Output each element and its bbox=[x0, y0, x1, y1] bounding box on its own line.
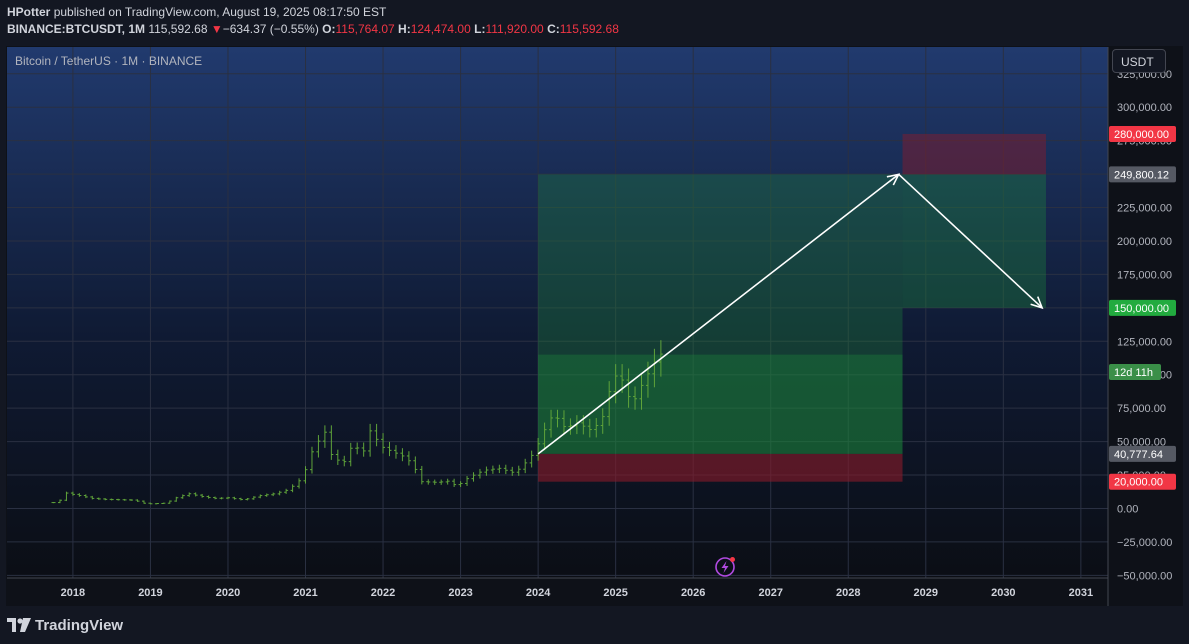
chart-title: Bitcoin / TetherUS · 1M · BINANCE bbox=[15, 54, 203, 68]
tradingview-brand[interactable]: TradingView bbox=[7, 617, 123, 634]
take-profit-zone-inner bbox=[538, 354, 903, 454]
price-chart[interactable]: 325,000.00300,000.00275,000.00250,000.00… bbox=[0, 0, 1189, 606]
x-tick-label: 2018 bbox=[61, 587, 85, 599]
symbol-label: BINANCE:BTCUSDT, 1M bbox=[7, 22, 145, 36]
price-label-box bbox=[1109, 125, 1176, 142]
price-label-box bbox=[1109, 166, 1176, 183]
footer bbox=[0, 606, 1189, 644]
y-tick-label: 0.00 bbox=[1117, 503, 1138, 515]
y-tick-label: 175,000.00 bbox=[1117, 269, 1172, 281]
tradingview-logo-icon bbox=[7, 618, 31, 632]
x-tick-label: 2026 bbox=[681, 587, 705, 599]
price-label: 280,000.00 bbox=[1114, 129, 1169, 141]
high-label: H: bbox=[398, 22, 411, 36]
arrow-head-icon bbox=[1030, 296, 1044, 310]
x-tick-label: 2025 bbox=[603, 587, 627, 599]
brand-name: TradingView bbox=[35, 617, 124, 634]
price-label: 249,800.12 bbox=[1114, 169, 1169, 181]
price-label: 12d 11h bbox=[1114, 367, 1153, 379]
stop-loss-zone bbox=[902, 133, 1046, 175]
y-tick-label: 125,000.00 bbox=[1117, 336, 1172, 348]
high-value: 124,474.00 bbox=[410, 22, 471, 36]
last-price: 115,592.68 bbox=[148, 22, 208, 36]
projection-arrow bbox=[898, 173, 1043, 309]
price-change: −634.37 (−0.55%) bbox=[222, 22, 319, 36]
price-label: 150,000.00 bbox=[1114, 303, 1169, 315]
plot-background bbox=[7, 47, 1108, 578]
publisher-name[interactable]: HPotter bbox=[7, 5, 51, 19]
lightning-bolt-icon[interactable] bbox=[714, 556, 736, 578]
y-tick-label: 50,000.00 bbox=[1117, 437, 1166, 449]
price-label-box bbox=[1109, 473, 1176, 490]
candle-series bbox=[51, 340, 663, 505]
open-value: 115,764.07 bbox=[335, 22, 395, 36]
stop-loss-zone bbox=[538, 453, 903, 482]
x-tick-label: 2019 bbox=[138, 587, 162, 599]
projection-arrow bbox=[537, 173, 900, 455]
price-label: 20,000.00 bbox=[1114, 477, 1163, 489]
y-tick-label: 225,000.00 bbox=[1117, 203, 1172, 215]
low-value: 111,920.00 bbox=[485, 22, 544, 36]
price-label-box bbox=[1109, 299, 1176, 316]
price-label: 40,777.64 bbox=[1114, 449, 1163, 461]
x-tick-label: 2028 bbox=[836, 587, 860, 599]
price-label-box bbox=[1109, 445, 1176, 462]
open-label: O: bbox=[322, 22, 336, 36]
x-tick-label: 2027 bbox=[758, 587, 782, 599]
x-tick-label: 2022 bbox=[371, 587, 395, 599]
x-tick-label: 2020 bbox=[216, 587, 240, 599]
publisher-line: HPotter published on TradingView.com, Au… bbox=[7, 5, 386, 19]
y-tick-label: −25,000.00 bbox=[1117, 537, 1172, 549]
chart-header: HPotter published on TradingView.com, Au… bbox=[0, 0, 1189, 44]
published-text: published on TradingView.com, August 19,… bbox=[53, 5, 387, 19]
y-tick-label: 75,000.00 bbox=[1117, 403, 1166, 415]
close-label: C: bbox=[547, 22, 560, 36]
y-tick-label: −50,000.00 bbox=[1117, 570, 1172, 582]
change-down-icon: ▼ bbox=[210, 22, 223, 36]
y-tick-label: 300,000.00 bbox=[1117, 102, 1172, 114]
x-tick-label: 2021 bbox=[293, 587, 317, 599]
price-label-box bbox=[1109, 364, 1161, 381]
x-tick-label: 2029 bbox=[914, 587, 938, 599]
ohlc-line: BINANCE:BTCUSDT, 1M 115,592.68 ▼−634.37 … bbox=[7, 22, 619, 36]
low-label: L: bbox=[474, 22, 486, 36]
take-profit-zone bbox=[902, 174, 1046, 308]
x-tick-label: 2024 bbox=[526, 587, 551, 599]
x-tick-label: 2023 bbox=[448, 587, 472, 599]
y-tick-label: 200,000.00 bbox=[1117, 236, 1172, 248]
close-value: 115,592.68 bbox=[559, 22, 619, 36]
x-tick-label: 2030 bbox=[991, 587, 1015, 599]
currency-button[interactable]: USDT bbox=[1112, 49, 1166, 73]
x-tick-label: 2031 bbox=[1069, 587, 1093, 599]
